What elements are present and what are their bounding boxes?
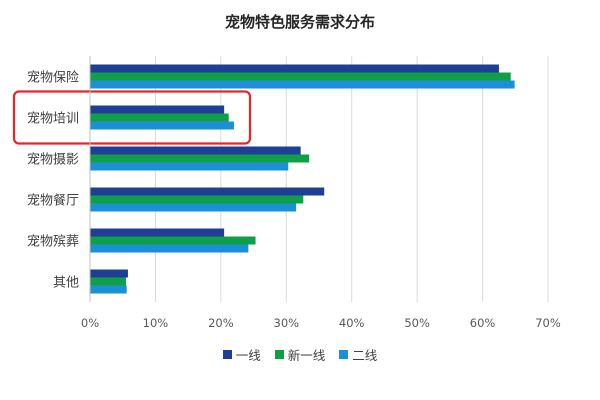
bar — [90, 80, 515, 89]
bar — [90, 121, 234, 130]
bar — [90, 72, 511, 81]
category-label: 宠物殡葬 — [27, 234, 79, 250]
legend-label: 二线 — [352, 348, 378, 363]
bar — [90, 244, 249, 253]
bar — [90, 64, 499, 73]
x-tick-label: 60% — [470, 316, 496, 330]
bar — [90, 113, 229, 122]
legend-swatch — [339, 350, 349, 359]
x-tick-label: 50% — [404, 316, 430, 330]
bar — [90, 236, 256, 245]
legend-swatch — [274, 350, 284, 359]
category-label: 宠物餐厅 — [27, 193, 79, 209]
bar — [90, 269, 128, 278]
bar — [90, 105, 225, 114]
legend-item: 新一线 — [274, 345, 326, 364]
x-tick-label: 10% — [143, 316, 169, 330]
legend-swatch — [222, 350, 232, 359]
category-label: 宠物摄影 — [27, 152, 79, 168]
chart-legend: 一线 新一线 二线 — [0, 345, 600, 364]
highlight-box — [12, 90, 252, 145]
legend-label: 一线 — [235, 348, 261, 363]
legend-item: 二线 — [339, 345, 377, 364]
bar — [90, 277, 126, 286]
category-label: 宠物保险 — [27, 70, 79, 86]
chart-title: 宠物特色服务需求分布 — [224, 13, 375, 31]
bar — [90, 162, 289, 171]
x-tick-label: 20% — [208, 316, 234, 330]
x-tick-label: 0% — [81, 316, 99, 330]
bar — [90, 154, 310, 163]
bar — [90, 195, 304, 204]
category-label: 其他 — [53, 276, 79, 291]
x-tick-label: 40% — [339, 316, 365, 330]
bar — [90, 285, 127, 294]
x-tick-label: 70% — [535, 316, 561, 330]
category-label: 宠物培训 — [27, 111, 79, 127]
legend-label: 新一线 — [287, 348, 326, 363]
bar — [90, 228, 225, 237]
bar — [90, 203, 297, 212]
legend-item: 一线 — [222, 345, 261, 364]
bar — [90, 146, 301, 155]
x-tick-label: 30% — [274, 316, 300, 330]
bar — [90, 187, 325, 196]
